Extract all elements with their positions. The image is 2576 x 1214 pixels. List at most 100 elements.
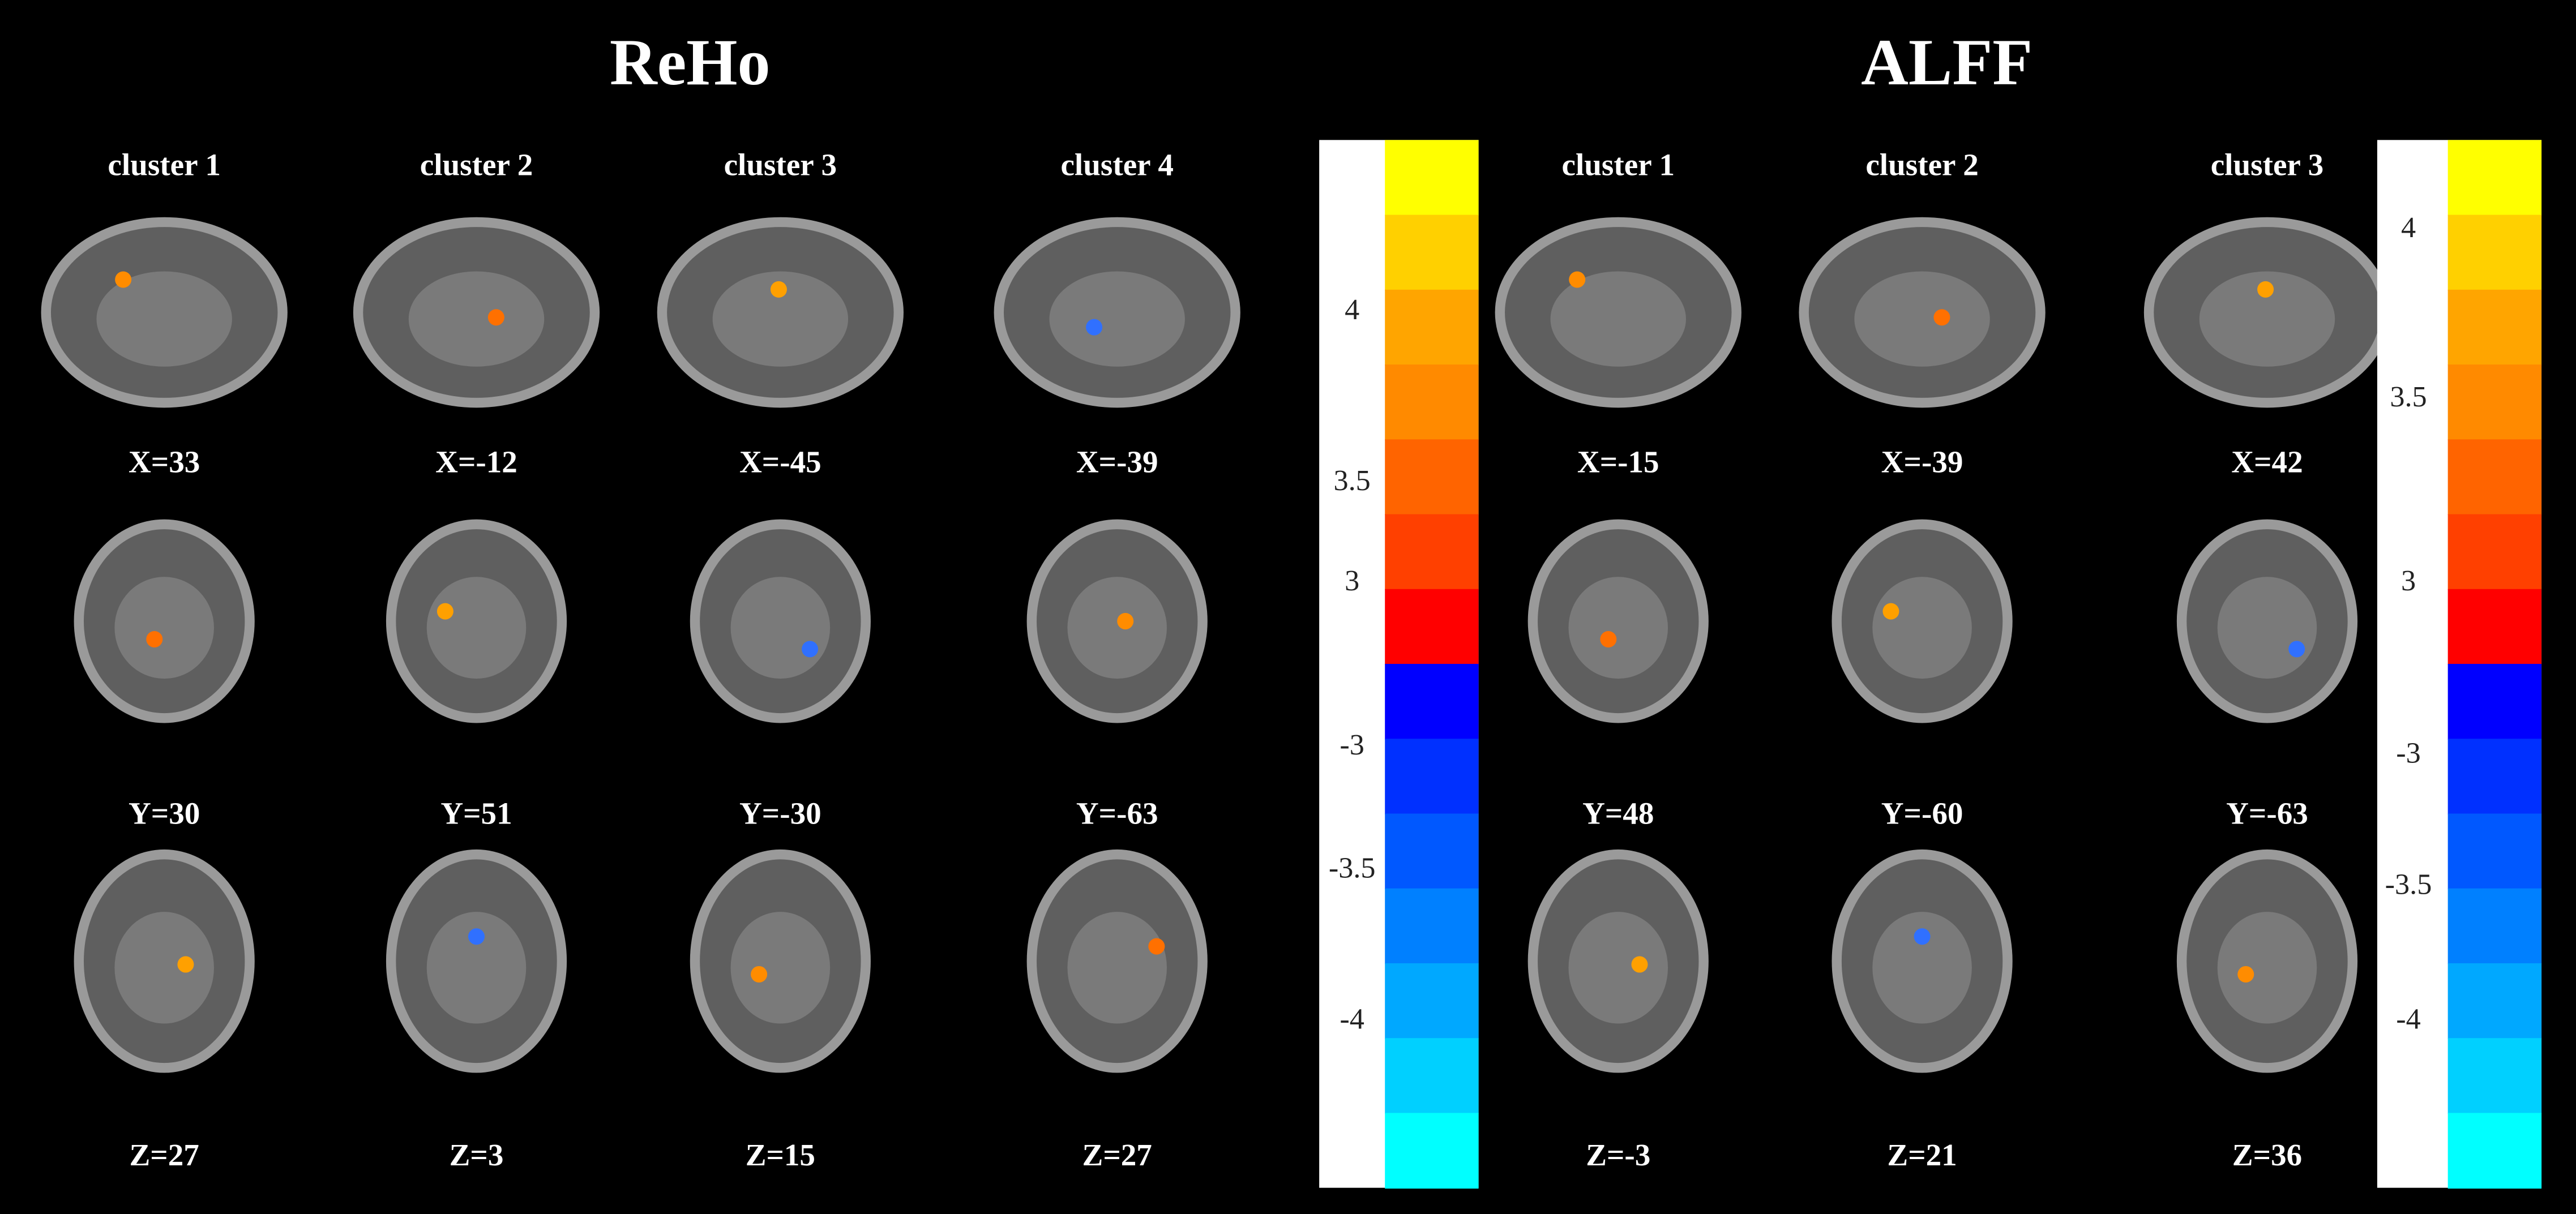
coordinate-label: X=42 — [2231, 445, 2303, 479]
colorbar-segment — [2447, 289, 2542, 366]
coordinate-label: Z=21 — [1887, 1138, 1957, 1172]
coordinate-label: X=-12 — [435, 445, 517, 479]
coordinate-label: X=-39 — [1881, 445, 1963, 479]
cluster-label: cluster 1 — [108, 147, 221, 182]
activation — [1933, 309, 1950, 326]
activation — [1086, 319, 1103, 336]
activation — [751, 966, 768, 983]
activation — [177, 956, 194, 973]
cluster-label: cluster 3 — [2211, 147, 2324, 182]
cluster-label: cluster 3 — [724, 147, 837, 182]
colorbar-label: 3.5 — [2390, 380, 2427, 413]
coordinate-label: Y=-30 — [739, 796, 821, 831]
colorbar-label: -4 — [2396, 1003, 2420, 1036]
brain-inner — [1067, 577, 1167, 679]
colorbar-label: -3 — [2396, 736, 2420, 769]
brain-inner — [1872, 912, 1972, 1024]
colorbar-segment — [2447, 1038, 2542, 1114]
coordinate-label: Y=48 — [1582, 796, 1654, 831]
activation — [1882, 603, 1899, 620]
colorbar-segment — [2447, 589, 2542, 665]
coordinate-label: Z=-3 — [1586, 1138, 1650, 1172]
brain-inner — [712, 271, 849, 367]
coordinate-label: X=33 — [129, 445, 200, 479]
coordinate-label: Y=-63 — [2226, 796, 2308, 831]
activation — [2288, 641, 2305, 658]
colorbar-segment — [1385, 888, 1479, 964]
activation — [1148, 938, 1165, 955]
colorbar-segment — [1385, 664, 1479, 740]
colorbar-segment — [2447, 1113, 2542, 1189]
colorbar-label: 4 — [1345, 293, 1359, 326]
cluster-label: cluster 2 — [1865, 147, 1979, 182]
colorbar-segment — [1385, 439, 1479, 515]
colorbar-label: -3 — [1340, 728, 1364, 761]
colorbar-segment — [2447, 664, 2542, 740]
coordinate-label: Z=27 — [1082, 1138, 1152, 1172]
colorbar-segment — [1385, 364, 1479, 440]
brain-inner — [2217, 577, 2317, 679]
cluster-label: cluster 4 — [1060, 147, 1174, 182]
coordinate-label: Z=36 — [2232, 1138, 2302, 1172]
activation — [1600, 630, 1617, 647]
alff-title: ALFF — [1861, 27, 2032, 99]
colorbar-label: -3.5 — [1329, 852, 1376, 885]
colorbar-segment — [2447, 739, 2542, 814]
colorbar-label: 3 — [2401, 564, 2416, 597]
activation — [146, 630, 163, 647]
reho-title: ReHo — [610, 27, 771, 99]
coordinate-label: X=-39 — [1076, 445, 1158, 479]
brain-inner — [1049, 271, 1185, 367]
coordinate-label: Y=51 — [440, 796, 512, 831]
brain-inner — [730, 577, 831, 679]
colorbar-segment — [2447, 439, 2542, 515]
colorbar-segment — [2447, 514, 2542, 590]
activation — [487, 309, 504, 326]
colorbar-label: 3 — [1345, 564, 1359, 597]
colorbar-segment — [1385, 514, 1479, 590]
activation — [770, 281, 787, 298]
coordinate-label: Y=-63 — [1076, 796, 1158, 831]
activation — [1569, 271, 1586, 288]
coordinate-label: Z=3 — [450, 1138, 504, 1172]
coordinate-label: Y=-60 — [1881, 796, 1963, 831]
brain-inner — [1550, 271, 1686, 367]
colorbar-segment — [1385, 589, 1479, 665]
colorbar-segment — [1385, 1038, 1479, 1114]
colorbar-label: 3.5 — [1334, 464, 1371, 497]
activation — [1631, 956, 1648, 973]
cluster-label: cluster 1 — [1561, 147, 1675, 182]
colorbar-label: -3.5 — [2385, 868, 2432, 901]
colorbar-segment — [1385, 215, 1479, 291]
colorbar-segment — [1385, 739, 1479, 814]
brain-inner — [426, 912, 527, 1024]
activation — [2257, 281, 2274, 298]
brain-inner — [114, 912, 214, 1024]
brain-inner — [730, 912, 831, 1024]
brain-inner — [2199, 271, 2335, 367]
brain-inner — [426, 577, 527, 679]
colorbar-segment — [2447, 364, 2542, 440]
colorbar-segment — [2447, 963, 2542, 1039]
colorbar-segment — [1385, 963, 1479, 1039]
activation — [115, 271, 132, 288]
colorbar-segment — [1385, 140, 1479, 216]
coordinate-label: X=-45 — [739, 445, 821, 479]
brain-inner — [2217, 912, 2317, 1024]
brain-inner — [408, 271, 545, 367]
colorbar-segment — [1385, 813, 1479, 890]
brain-inner — [96, 271, 232, 367]
coordinate-label: Y=30 — [129, 796, 200, 831]
colorbar-segment — [2447, 888, 2542, 964]
colorbar-segment — [2447, 215, 2542, 291]
activation — [437, 603, 453, 620]
brain-inner — [1872, 577, 1972, 679]
colorbar-segment — [2447, 140, 2542, 216]
coordinate-label: Z=15 — [746, 1138, 815, 1172]
brain-inner — [1568, 912, 1668, 1024]
brain-inner — [1067, 912, 1167, 1024]
coordinate-label: Z=27 — [130, 1138, 199, 1172]
colorbar-label: -4 — [1340, 1003, 1364, 1036]
